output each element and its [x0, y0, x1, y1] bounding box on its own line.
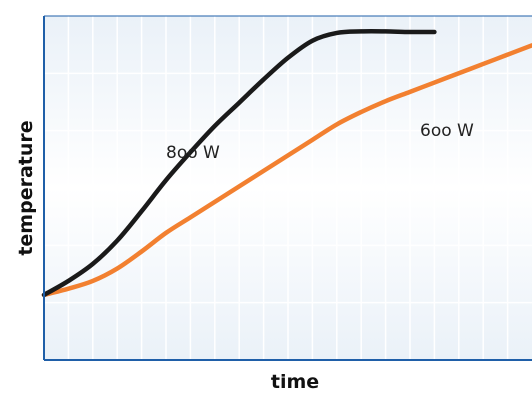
series-line-800w	[41, 29, 437, 298]
grid	[44, 16, 532, 360]
series-label-600w: 6oo W	[420, 121, 474, 141]
x-axis-label: time	[271, 371, 319, 393]
y-axis-label: temperature	[15, 120, 37, 255]
series-layer	[41, 29, 532, 298]
series-line-600w	[41, 43, 532, 298]
series-label-800w: 8oo W	[166, 143, 220, 163]
